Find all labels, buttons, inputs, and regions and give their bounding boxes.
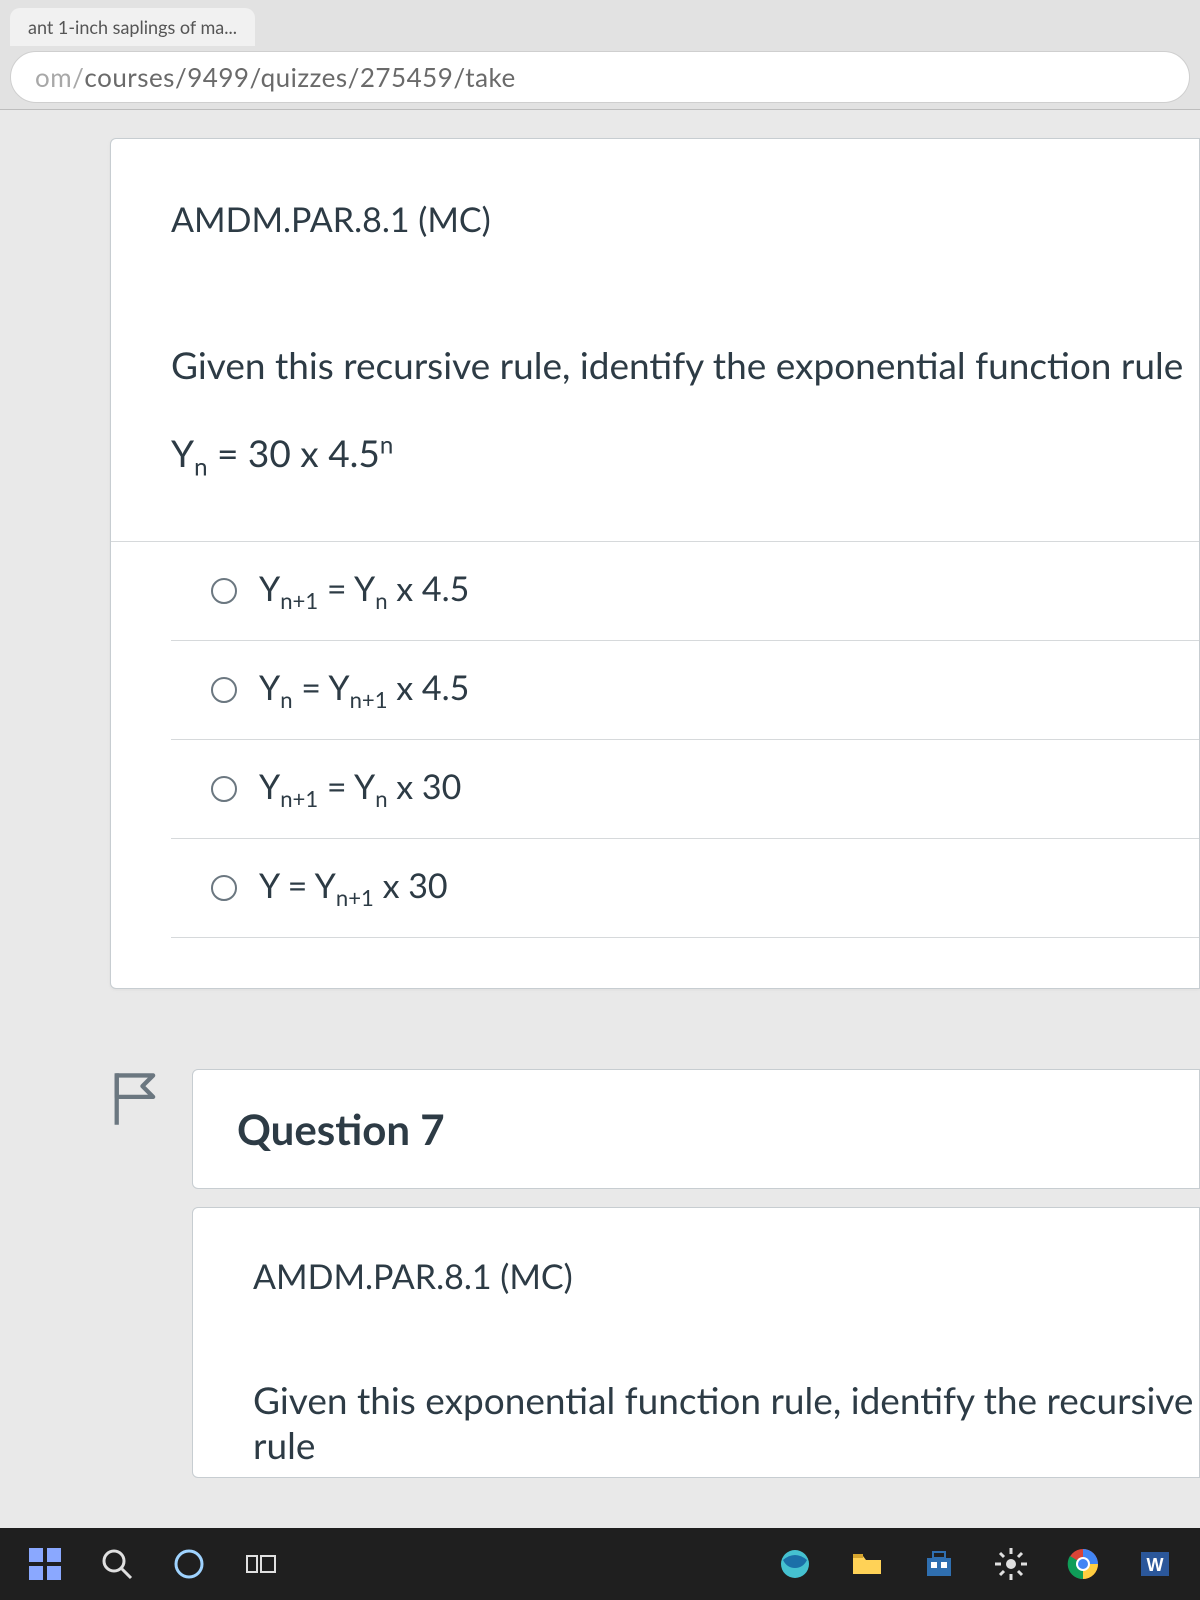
question-prompt: Given this exponential function rule, id… <box>253 1377 1199 1467</box>
taskbar-word-icon[interactable]: W <box>1124 1536 1186 1592</box>
browser-tab[interactable]: ant 1-inch saplings of ma... <box>10 8 255 46</box>
flag-question-icon[interactable] <box>110 1069 162 1133</box>
taskbar-start-button[interactable] <box>14 1536 76 1592</box>
radio-icon[interactable] <box>211 677 237 703</box>
radio-icon[interactable] <box>211 578 237 604</box>
windows-taskbar: W <box>0 1528 1200 1600</box>
question-prompt: Given this recursive rule, identify the … <box>171 340 1199 390</box>
answer-option[interactable]: Yn+1 = Yn x 30 <box>171 740 1199 839</box>
question-standard-code: AMDM.PAR.8.1 (MC) <box>171 199 1199 240</box>
answer-text: Yn = Yn+1 x 4.5 <box>259 667 469 713</box>
browser-chrome: ant 1-inch saplings of ma... om/courses/… <box>0 0 1200 110</box>
answer-option[interactable]: Y = Yn+1 x 30 <box>171 839 1199 938</box>
taskbar-edge-icon[interactable] <box>764 1536 826 1592</box>
taskbar-cortana-icon[interactable] <box>158 1536 220 1592</box>
answer-text: Yn+1 = Yn x 4.5 <box>259 568 469 614</box>
tab-strip: ant 1-inch saplings of ma... <box>10 6 1190 46</box>
radio-icon[interactable] <box>211 875 237 901</box>
address-bar[interactable]: om/courses/9499/quizzes/275459/take <box>10 51 1190 103</box>
answer-option[interactable]: Yn+1 = Yn x 4.5 <box>171 542 1199 641</box>
question-card-7-body: AMDM.PAR.8.1 (MC) Given this exponential… <box>192 1207 1200 1478</box>
question-formula: Yn = 30 x 4.5n <box>171 430 1199 481</box>
answer-text: Yn+1 = Yn x 30 <box>259 766 461 812</box>
radio-icon[interactable] <box>211 776 237 802</box>
url-path: courses/9499/quizzes/275459/take <box>84 61 515 93</box>
question-card-7-header: Question 7 <box>192 1069 1200 1189</box>
svg-text:W: W <box>1147 1555 1164 1575</box>
answer-list: Yn+1 = Yn x 4.5 Yn = Yn+1 x 4.5 Yn+1 = Y… <box>111 541 1199 937</box>
url-prefix: om/ <box>35 61 84 93</box>
taskbar-task-view-icon[interactable] <box>230 1536 292 1592</box>
taskbar-search-icon[interactable] <box>86 1536 148 1592</box>
quiz-page: AMDM.PAR.8.1 (MC) Given this recursive r… <box>0 110 1200 1528</box>
answer-text: Y = Yn+1 x 30 <box>259 865 448 911</box>
question-standard-code: AMDM.PAR.8.1 (MC) <box>253 1256 1199 1297</box>
question-title: Question 7 <box>237 1104 1199 1154</box>
taskbar-store-icon[interactable] <box>908 1536 970 1592</box>
taskbar-settings-icon[interactable] <box>980 1536 1042 1592</box>
answer-option[interactable]: Yn = Yn+1 x 4.5 <box>171 641 1199 740</box>
question-7-header-row: Question 7 <box>110 1069 1200 1189</box>
taskbar-file-explorer-icon[interactable] <box>836 1536 898 1592</box>
question-card-6: AMDM.PAR.8.1 (MC) Given this recursive r… <box>110 138 1200 989</box>
taskbar-chrome-icon[interactable] <box>1052 1536 1114 1592</box>
